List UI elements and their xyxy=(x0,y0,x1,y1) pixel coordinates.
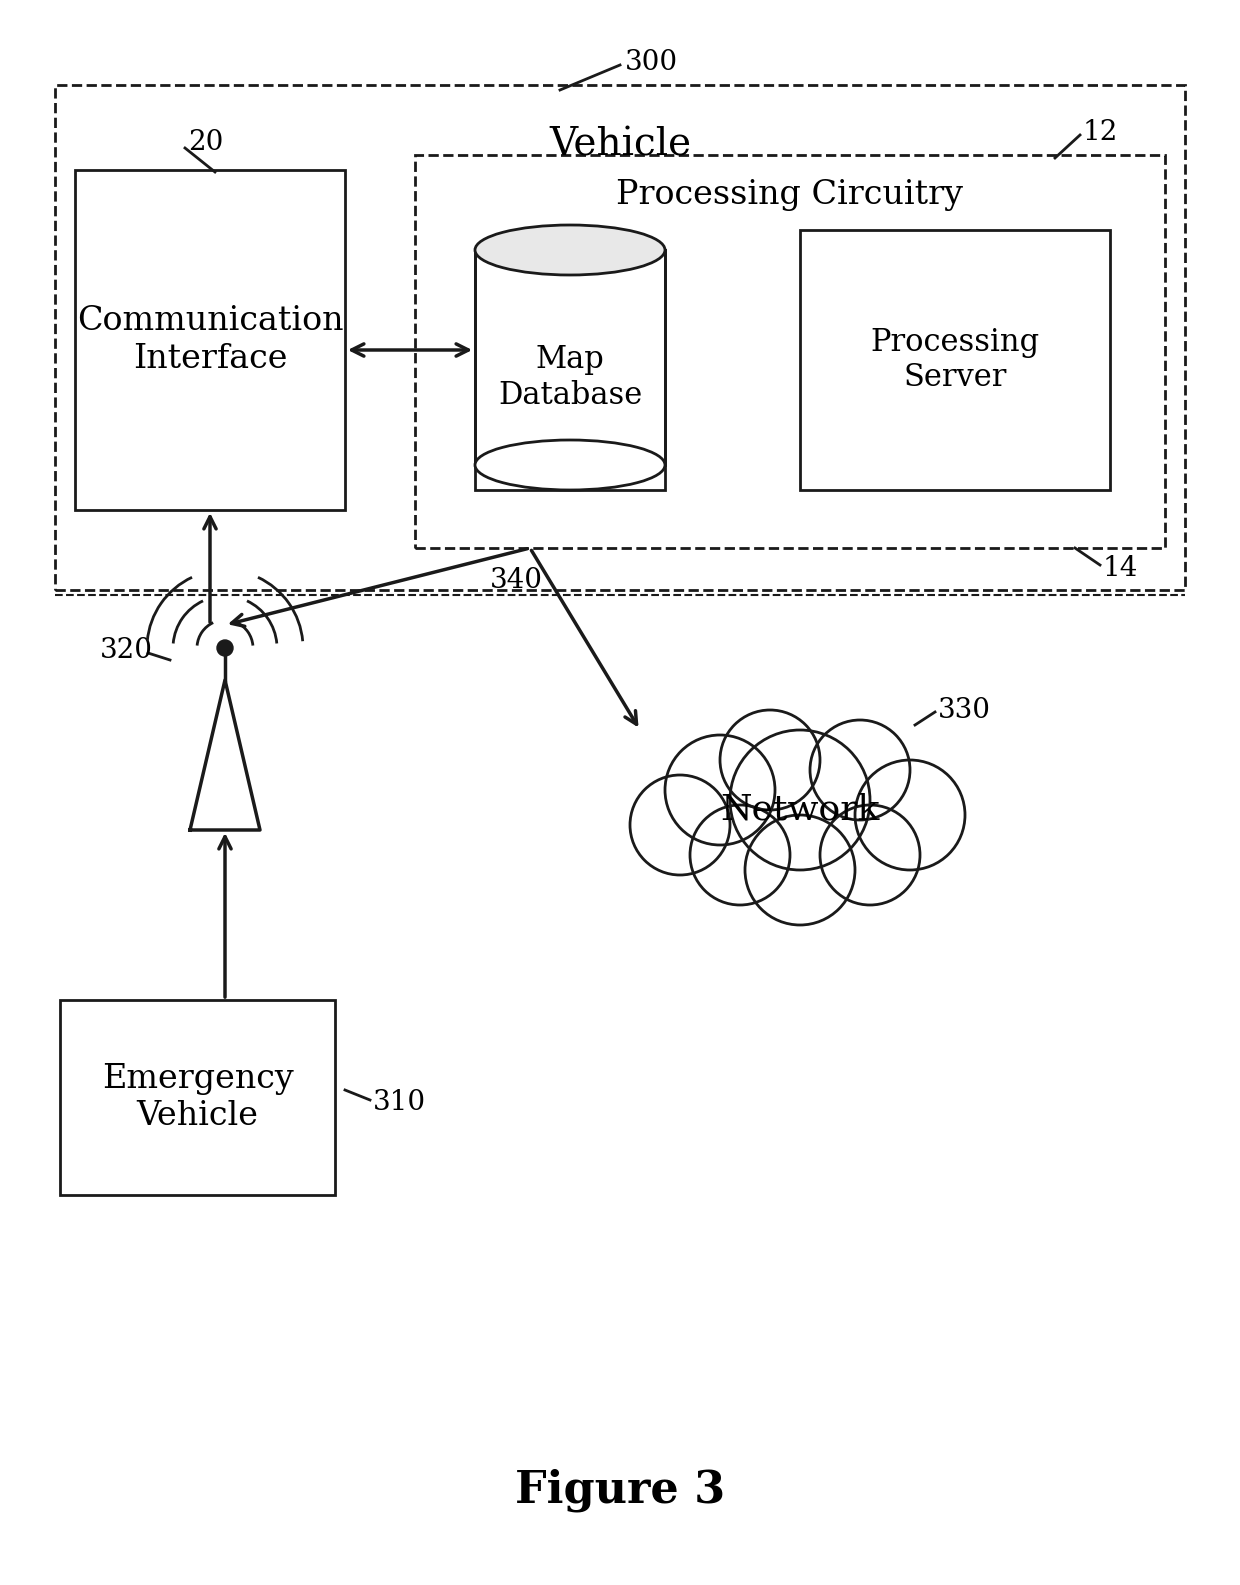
Text: Processing Circuitry: Processing Circuitry xyxy=(616,179,963,211)
Circle shape xyxy=(856,759,965,870)
Ellipse shape xyxy=(475,225,665,276)
Circle shape xyxy=(720,710,820,810)
FancyBboxPatch shape xyxy=(800,230,1110,490)
FancyBboxPatch shape xyxy=(74,170,345,510)
FancyBboxPatch shape xyxy=(55,86,1185,590)
Text: Network: Network xyxy=(720,792,879,827)
Text: Figure 3: Figure 3 xyxy=(515,1468,725,1512)
Text: Vehicle: Vehicle xyxy=(549,127,691,163)
FancyBboxPatch shape xyxy=(415,155,1166,548)
Text: 12: 12 xyxy=(1083,119,1118,146)
Text: Emergency
Vehicle: Emergency Vehicle xyxy=(102,1064,294,1132)
Text: 20: 20 xyxy=(188,130,223,157)
Circle shape xyxy=(217,640,233,656)
Text: 310: 310 xyxy=(373,1089,427,1116)
Text: 330: 330 xyxy=(937,696,991,723)
Text: Map
Database: Map Database xyxy=(498,344,642,411)
FancyBboxPatch shape xyxy=(60,1000,335,1195)
Circle shape xyxy=(810,720,910,819)
Circle shape xyxy=(745,815,856,926)
Circle shape xyxy=(730,731,870,870)
Circle shape xyxy=(689,805,790,905)
Text: Communication
Interface: Communication Interface xyxy=(77,306,343,374)
Text: Processing
Server: Processing Server xyxy=(870,327,1039,393)
Circle shape xyxy=(665,735,775,845)
Text: 14: 14 xyxy=(1104,555,1138,582)
Circle shape xyxy=(630,775,730,875)
Circle shape xyxy=(820,805,920,905)
FancyBboxPatch shape xyxy=(475,250,665,490)
Text: 340: 340 xyxy=(490,566,543,593)
Ellipse shape xyxy=(475,441,665,490)
Text: 320: 320 xyxy=(100,637,153,664)
Text: 300: 300 xyxy=(625,49,678,76)
